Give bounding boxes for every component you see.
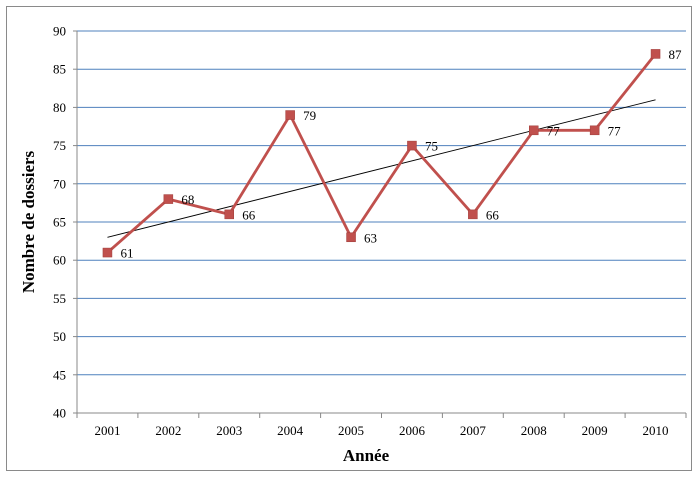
series — [102, 49, 661, 258]
x-tick-label: 2002 — [155, 423, 181, 438]
data-point-marker — [589, 125, 600, 136]
data-point-marker — [163, 194, 174, 204]
data-label: 61 — [120, 246, 133, 261]
x-tick-labels: 2001 2002 2003 2004 2005 2006 2007 2008 2009 2010 — [94, 423, 668, 438]
y-tick-label: 40 — [53, 406, 66, 421]
y-tick-label: 75 — [53, 138, 66, 153]
data-label: 66 — [242, 207, 256, 222]
data-label: 77 — [547, 123, 561, 138]
x-tick-label: 2009 — [582, 423, 608, 438]
y-tick-label: 85 — [53, 62, 66, 77]
data-label: 79 — [303, 108, 316, 123]
data-point-marker — [650, 49, 661, 59]
x-tick-label: 2005 — [338, 423, 364, 438]
x-tick-label: 2006 — [399, 423, 426, 438]
trendline — [107, 99, 656, 238]
y-tick-label: 65 — [53, 215, 66, 230]
x-tick-label: 2010 — [643, 423, 669, 438]
data-point-marker — [529, 125, 539, 136]
y-axis-title: Nombre de dossiers — [19, 150, 38, 293]
x-tick-label: 2007 — [460, 423, 487, 438]
x-tick-label: 2008 — [521, 423, 547, 438]
x-tick-label: 2004 — [277, 423, 304, 438]
axes — [73, 30, 687, 418]
y-tick-label: 45 — [53, 367, 66, 382]
trendline-line — [107, 99, 656, 238]
data-labels: 61 68 66 79 63 75 66 77 77 87 — [120, 47, 682, 261]
data-point-marker — [224, 209, 234, 220]
data-point-marker — [346, 232, 356, 243]
data-label: 68 — [181, 192, 194, 207]
data-label: 66 — [486, 207, 500, 222]
y-tick-labels: 40 45 50 55 60 65 70 75 80 85 90 — [53, 24, 66, 421]
series-line — [106, 53, 657, 254]
x-tick-label: 2001 — [94, 423, 120, 438]
y-tick-label: 55 — [53, 291, 66, 306]
y-tick-label: 50 — [53, 329, 66, 344]
data-point-marker — [285, 110, 295, 120]
data-point-marker — [407, 140, 417, 151]
gridlines — [77, 30, 686, 376]
data-point-marker — [468, 209, 478, 220]
data-label: 63 — [364, 230, 377, 245]
y-tick-label: 90 — [53, 24, 66, 39]
y-tick-label: 70 — [53, 176, 66, 191]
x-axis-title: Année — [343, 446, 390, 465]
x-tick-label: 2003 — [216, 423, 242, 438]
data-label: 77 — [608, 123, 622, 138]
y-tick-label: 80 — [53, 100, 66, 115]
y-tick-label: 60 — [53, 253, 66, 268]
data-point-marker — [102, 247, 113, 258]
data-label: 75 — [425, 139, 438, 154]
data-label: 87 — [669, 47, 683, 62]
